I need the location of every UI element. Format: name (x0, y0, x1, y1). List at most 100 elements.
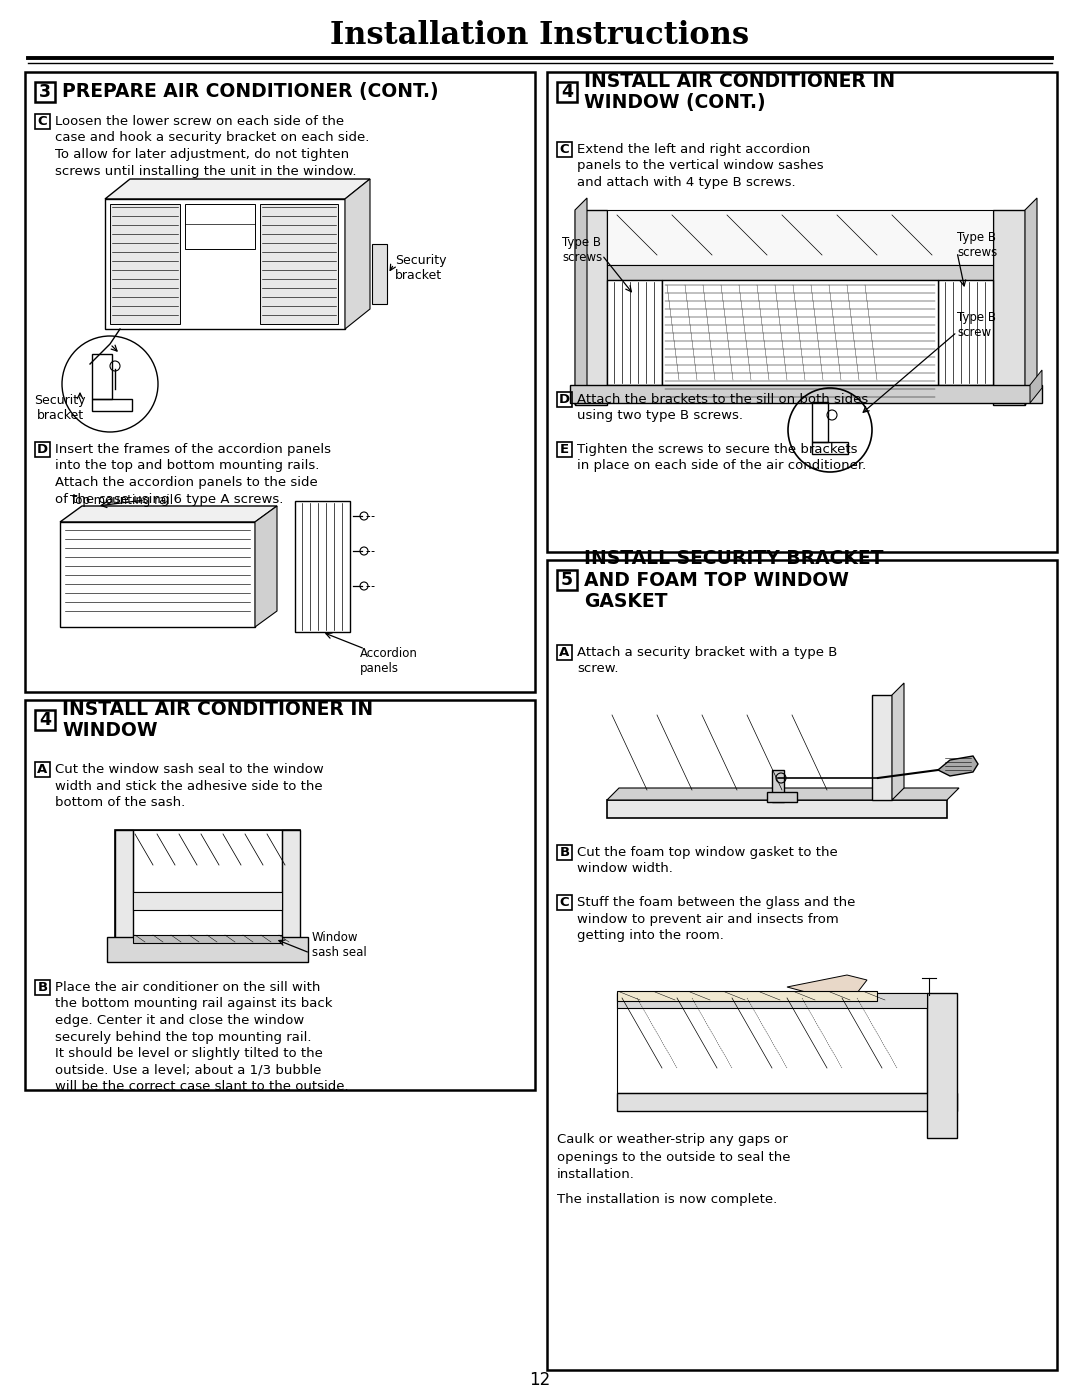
Text: Type B
screws: Type B screws (562, 236, 603, 264)
Polygon shape (892, 683, 904, 800)
Bar (575, 210, 607, 405)
Bar (557, 441, 572, 457)
Text: Accordion
panels: Accordion panels (360, 647, 418, 675)
Text: Extend the left and right accordion
panels to the vertical window sashes
and att: Extend the left and right accordion pane… (577, 142, 824, 189)
Bar (617, 990, 877, 1002)
Bar (872, 694, 892, 800)
Bar (617, 1092, 957, 1111)
Bar (25, 700, 535, 1090)
Text: D: D (559, 393, 570, 407)
Bar (372, 244, 387, 305)
Text: B: B (559, 847, 569, 859)
Bar (35, 710, 55, 731)
Text: 5: 5 (561, 571, 573, 590)
Text: 3: 3 (39, 82, 51, 101)
Bar (557, 570, 577, 590)
Bar (35, 82, 55, 102)
Bar (25, 73, 535, 692)
Bar (607, 279, 662, 386)
Polygon shape (255, 506, 276, 627)
Bar (557, 645, 572, 659)
Bar (570, 386, 1042, 402)
Bar (546, 560, 1057, 1370)
Text: Security
bracket: Security bracket (395, 254, 446, 282)
Text: A: A (559, 645, 569, 659)
Bar (92, 353, 112, 400)
Bar (607, 800, 947, 819)
Text: Insert the frames of the accordion panels
into the top and bottom mounting rails: Insert the frames of the accordion panel… (55, 443, 330, 506)
Bar (557, 845, 572, 861)
Text: Type B
screw: Type B screw (957, 312, 996, 339)
Bar (617, 993, 927, 1009)
Bar (105, 198, 345, 330)
Text: 12: 12 (529, 1370, 551, 1389)
Text: E: E (559, 443, 569, 455)
Bar (557, 142, 572, 156)
Bar (295, 502, 350, 631)
Text: Security
bracket: Security bracket (35, 394, 85, 422)
Bar (133, 935, 282, 943)
Text: INSTALL SECURITY BRACKET
AND FOAM TOP WINDOW
GASKET: INSTALL SECURITY BRACKET AND FOAM TOP WI… (584, 549, 883, 610)
Bar (557, 393, 572, 407)
Polygon shape (787, 975, 867, 997)
Bar (282, 830, 300, 956)
Bar (557, 82, 577, 102)
Text: Cut the foam top window gasket to the
window width.: Cut the foam top window gasket to the wi… (577, 847, 838, 876)
Text: INSTALL AIR CONDITIONER IN
WINDOW (CONT.): INSTALL AIR CONDITIONER IN WINDOW (CONT.… (584, 71, 895, 112)
Bar (772, 770, 784, 802)
Bar (607, 210, 993, 265)
Text: Top mounting rail: Top mounting rail (70, 495, 173, 507)
Polygon shape (1025, 198, 1037, 405)
Text: PREPARE AIR CONDITIONER (CONT.): PREPARE AIR CONDITIONER (CONT.) (62, 82, 438, 102)
Text: D: D (37, 443, 49, 455)
Bar (927, 993, 957, 1139)
Bar (185, 204, 255, 249)
Bar (114, 830, 300, 956)
Bar (133, 830, 282, 893)
Bar (114, 830, 133, 956)
Polygon shape (60, 506, 276, 522)
Text: Cut the window sash seal to the window
width and stick the adhesive side to the
: Cut the window sash seal to the window w… (55, 763, 324, 809)
Bar (260, 204, 338, 324)
Bar (35, 761, 50, 777)
Text: C: C (559, 142, 569, 156)
Bar (939, 279, 993, 386)
Text: C: C (559, 895, 569, 909)
Polygon shape (939, 756, 978, 775)
Text: Installation Instructions: Installation Instructions (330, 20, 750, 50)
Bar (546, 73, 1057, 552)
Text: Attach the brackets to the sill on both sides
using two type B screws.: Attach the brackets to the sill on both … (577, 393, 868, 422)
Text: 4: 4 (561, 82, 573, 101)
Bar (812, 402, 828, 441)
Bar (107, 937, 308, 963)
Bar (993, 210, 1025, 405)
Bar (133, 893, 282, 909)
Text: Tighten the screws to secure the brackets
in place on each side of the air condi: Tighten the screws to secure the bracket… (577, 443, 866, 472)
Bar (60, 522, 255, 627)
Bar (35, 441, 50, 457)
Bar (92, 400, 132, 411)
Bar (662, 279, 939, 386)
Polygon shape (1030, 370, 1042, 402)
Text: The installation is now complete.: The installation is now complete. (557, 1193, 778, 1206)
Polygon shape (345, 179, 370, 330)
Polygon shape (105, 179, 370, 198)
Text: Type B
screws: Type B screws (957, 231, 997, 258)
Text: Place the air conditioner on the sill with
the bottom mounting rail against its : Place the air conditioner on the sill wi… (55, 981, 349, 1092)
Bar (812, 441, 848, 454)
Text: INSTALL AIR CONDITIONER IN
WINDOW: INSTALL AIR CONDITIONER IN WINDOW (62, 700, 373, 740)
Polygon shape (575, 198, 588, 405)
Bar (607, 265, 993, 279)
Bar (575, 210, 1025, 405)
Bar (767, 792, 797, 802)
Bar (110, 204, 180, 324)
Text: Caulk or weather-strip any gaps or
openings to the outside to seal the
installat: Caulk or weather-strip any gaps or openi… (557, 1133, 791, 1180)
Bar (557, 895, 572, 909)
Text: Window
sash seal: Window sash seal (312, 930, 367, 958)
Text: Loosen the lower screw on each side of the
case and hook a security bracket on e: Loosen the lower screw on each side of t… (55, 115, 369, 177)
Bar (35, 981, 50, 995)
Text: A: A (38, 763, 48, 775)
Text: Stuff the foam between the glass and the
window to prevent air and insects from
: Stuff the foam between the glass and the… (577, 895, 855, 942)
Text: B: B (38, 981, 48, 995)
Text: Attach a security bracket with a type B
screw.: Attach a security bracket with a type B … (577, 645, 837, 676)
